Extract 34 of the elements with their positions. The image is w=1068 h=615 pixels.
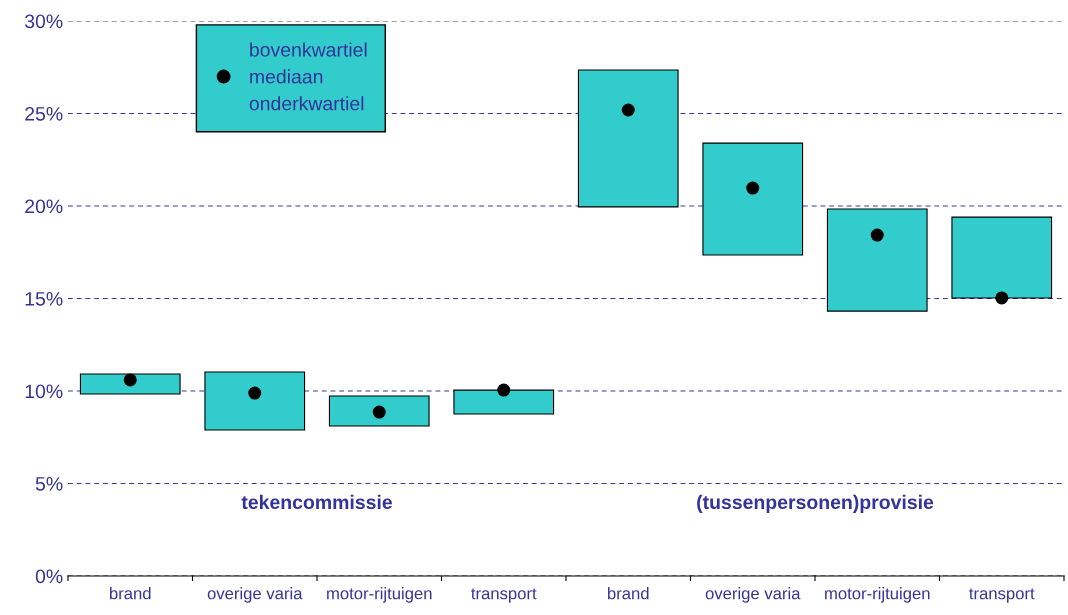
x-tick-label: brand <box>608 587 649 600</box>
x-tick-label: transport <box>471 588 537 603</box>
point <box>621 103 635 117</box>
annotation: tekencommissie <box>241 494 392 510</box>
y-tick-label: 0% <box>35 569 63 584</box>
x-tick-label: overige varia <box>207 587 303 603</box>
annotation: onderkwartiel <box>249 96 364 111</box>
annotation: bovenkwartiel <box>250 42 367 57</box>
y-tick-label: 15% <box>25 292 63 306</box>
point <box>870 228 884 242</box>
x-tick-label: brand <box>110 587 151 600</box>
legend-label: mediaan <box>250 69 323 84</box>
bar <box>702 142 804 256</box>
point <box>746 181 760 195</box>
point <box>995 291 1009 305</box>
point <box>123 373 137 387</box>
point <box>497 383 511 397</box>
x-tick-label: motor-rijtuigen <box>327 587 432 603</box>
bar <box>79 373 181 395</box>
point <box>248 386 262 400</box>
bar <box>328 395 430 427</box>
y-tick-label: 30% <box>24 14 63 29</box>
y-tick-label: 10% <box>25 384 63 399</box>
y-tick-label: 5% <box>35 477 63 491</box>
x-tick-label: transport <box>969 588 1035 603</box>
x-tick-label: overige varia <box>705 587 801 603</box>
y-tick-label: 20% <box>25 199 63 214</box>
bar <box>826 208 928 312</box>
x-tick-label: motor-rijtuigen <box>825 587 930 603</box>
y-tick-label: 25% <box>25 106 63 121</box>
point <box>372 405 386 419</box>
annotation: (tussenpersonen)provisie <box>697 494 934 513</box>
bar <box>577 69 679 208</box>
bar <box>204 371 306 431</box>
